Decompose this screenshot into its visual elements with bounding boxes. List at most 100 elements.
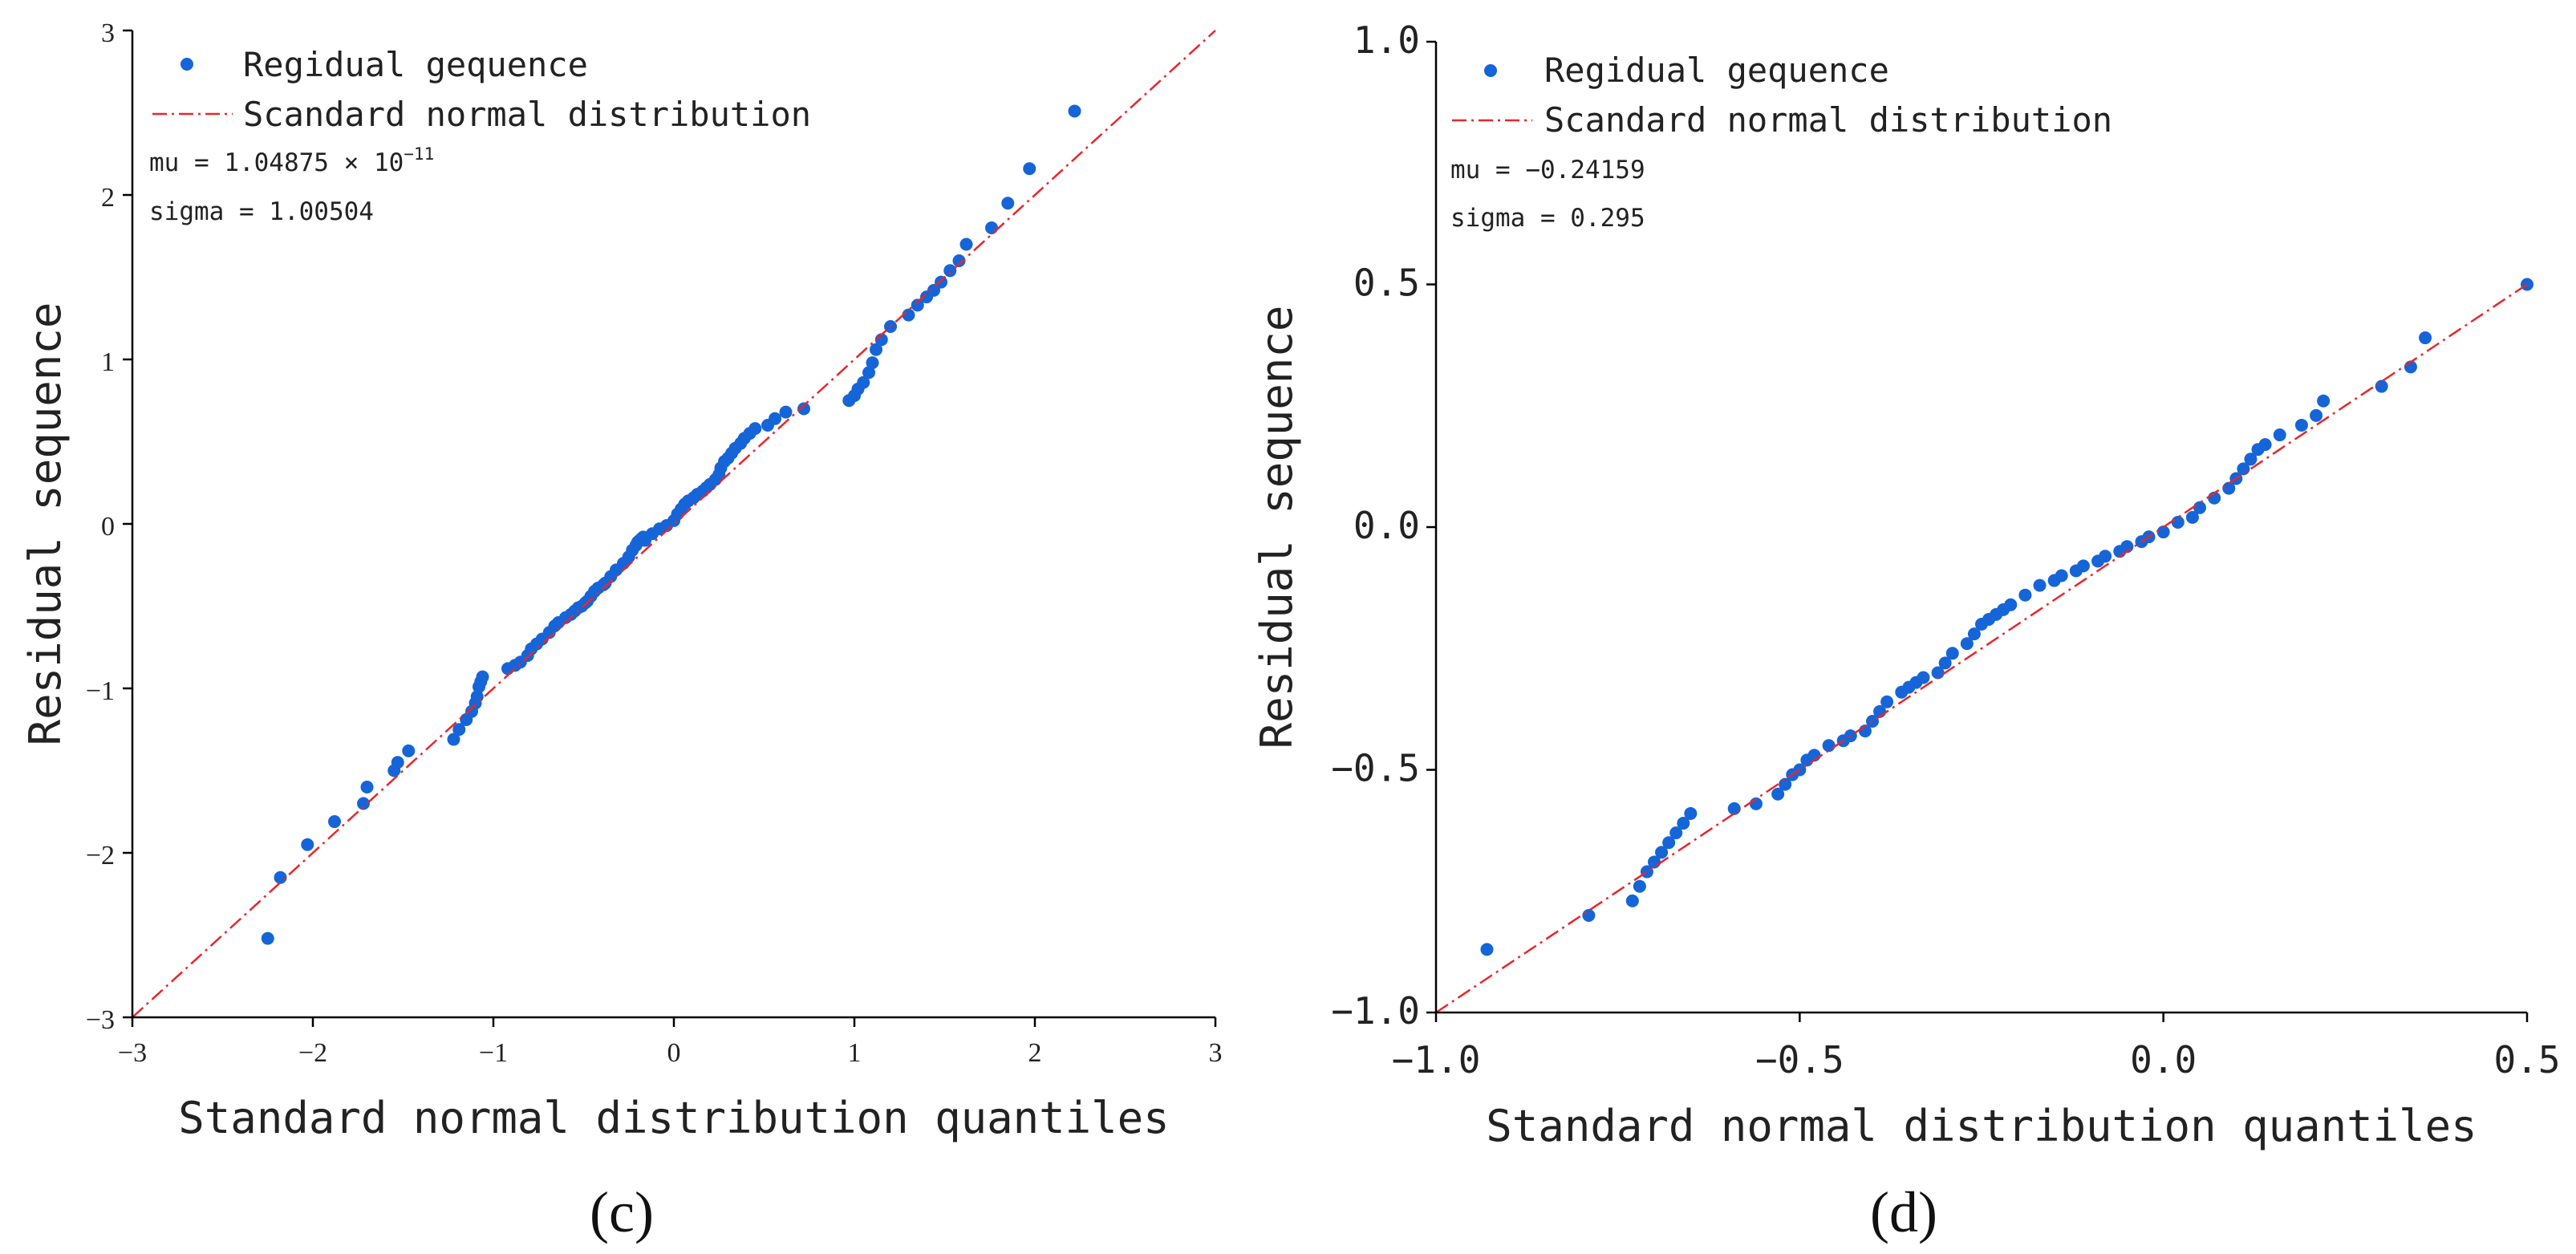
x-axis-label-c: Standard normal distribution quantiles (178, 1093, 1169, 1143)
sigma-label-d: sigma = 0.295 (1450, 204, 1645, 233)
data-point-c (301, 838, 314, 851)
data-point-d (1669, 826, 1683, 840)
data-point-c (911, 298, 924, 312)
data-point-c (952, 254, 966, 267)
x-tick-label-d: 0.0 (2130, 1038, 2197, 1082)
y-axis-label-c: Residual sequence (20, 302, 71, 746)
y-axis-label-d: Residual sequence (1251, 306, 1302, 749)
data-point-c (935, 275, 947, 289)
reference-line-d (1435, 283, 2528, 1014)
data-point-d (1960, 637, 1974, 651)
plot-c-points (261, 104, 1081, 945)
y-tick-label-d: 0.5 (1353, 262, 1420, 305)
data-point-c (866, 356, 879, 370)
y-tick-label-c: 1 (101, 347, 115, 377)
y-tick-label-d: 0.0 (1353, 504, 1420, 547)
x-tick-label-c: 3 (1209, 1038, 1223, 1068)
y-tick-label-d: −0.5 (1331, 747, 1420, 790)
data-point-c (391, 756, 404, 769)
panel-label-d: (d) (1870, 1180, 1937, 1244)
data-point-d (2273, 428, 2286, 442)
mu-exponent-c: −11 (404, 144, 434, 164)
data-point-d (2018, 588, 2032, 602)
data-point-c (797, 402, 810, 416)
data-point-d (1917, 671, 1930, 684)
mu-value-c: mu = 1.04875 × 10 (149, 148, 404, 177)
data-point-c (870, 343, 882, 356)
data-point-d (1582, 909, 1596, 922)
data-point-c (779, 405, 793, 419)
data-point-d (2317, 394, 2331, 408)
data-point-d (1655, 846, 1669, 859)
data-point-c (943, 264, 957, 278)
data-point-d (1822, 739, 1836, 753)
x-tick-label-d: −1.0 (1392, 1038, 1481, 1082)
data-point-c (476, 670, 489, 684)
data-point-d (2310, 408, 2323, 422)
legend-d: Regidual gequence Scandard normal distri… (1452, 51, 2112, 140)
sigma-label-c: sigma = 1.00504 (149, 197, 374, 226)
data-point-c (452, 723, 466, 737)
data-point-d (1633, 879, 1646, 893)
data-point-d (1771, 787, 1785, 801)
reference-line-c (132, 30, 1216, 1018)
x-tick-label-d: 0.5 (2493, 1038, 2560, 1082)
data-point-d (1480, 943, 1494, 956)
legend-point-marker-d (1484, 64, 1497, 77)
stats-d: mu = −0.24159 sigma = 0.295 (1450, 156, 1645, 233)
data-point-c (959, 237, 973, 251)
data-point-c (402, 744, 416, 757)
data-point-d (1880, 695, 1894, 708)
y-tick-label-c: −1 (86, 676, 115, 706)
data-point-c (360, 781, 374, 793)
data-point-d (2171, 515, 2185, 529)
legend-line-label-d: Scandard normal distribution (1544, 100, 2112, 140)
data-point-d (2419, 331, 2432, 345)
data-point-d (1779, 777, 1792, 791)
data-point-d (2258, 438, 2272, 452)
data-point-d (2375, 379, 2388, 393)
data-point-c (748, 422, 762, 436)
legend-points-label-d: Regidual gequence (1544, 51, 1889, 90)
y-tick-label-c: −3 (86, 1005, 115, 1035)
data-point-c (1023, 162, 1036, 176)
x-tick-label-c: 2 (1028, 1038, 1042, 1068)
panel-d: −1.0 −0.5 0.0 0.5 −1.0 −0.5 0.0 0.5 1.0 Standard… (1251, 18, 2561, 1244)
data-point-d (1677, 817, 1690, 830)
data-point-d (2076, 559, 2090, 573)
data-point-c (328, 815, 341, 829)
legend-points-label-c: Regidual gequence (243, 45, 588, 84)
x-axis-label-d: Standard normal distribution quantiles (1486, 1101, 2477, 1151)
data-point-d (1938, 656, 1952, 670)
data-point-c (261, 931, 274, 945)
data-point-c (357, 797, 370, 810)
y-tick-label-c: −2 (86, 841, 115, 870)
plot-d-points (1480, 278, 2533, 956)
data-point-c (1001, 197, 1015, 210)
data-point-d (2156, 526, 2170, 539)
data-point-d (1727, 802, 1741, 815)
y-tick-label-d: 1.0 (1353, 18, 1420, 62)
x-tick-label-c: 1 (848, 1038, 862, 1068)
data-point-d (1931, 666, 1945, 680)
data-point-d (2244, 452, 2258, 466)
data-point-c (985, 221, 998, 234)
data-point-c (1068, 104, 1081, 118)
data-point-d (2185, 510, 2199, 524)
panel-label-c: (c) (590, 1180, 654, 1244)
data-point-d (2099, 550, 2112, 563)
data-point-d (1625, 894, 1639, 907)
data-point-d (2033, 578, 2047, 592)
data-point-d (1945, 647, 1959, 660)
x-tick-label-c: −3 (118, 1038, 147, 1068)
data-point-c (769, 412, 781, 425)
data-point-d (1967, 627, 1981, 641)
data-point-d (1662, 836, 1676, 850)
legend-point-marker-c (181, 58, 193, 71)
panel-c: −3 −2 −1 0 1 2 3 −3 −2 −1 0 1 2 3 Standard normal dis… (20, 18, 1223, 1244)
data-point-d (2294, 418, 2308, 432)
y-tick-label-c: 0 (101, 512, 115, 542)
data-point-d (1684, 806, 1698, 820)
data-point-c (927, 283, 940, 297)
